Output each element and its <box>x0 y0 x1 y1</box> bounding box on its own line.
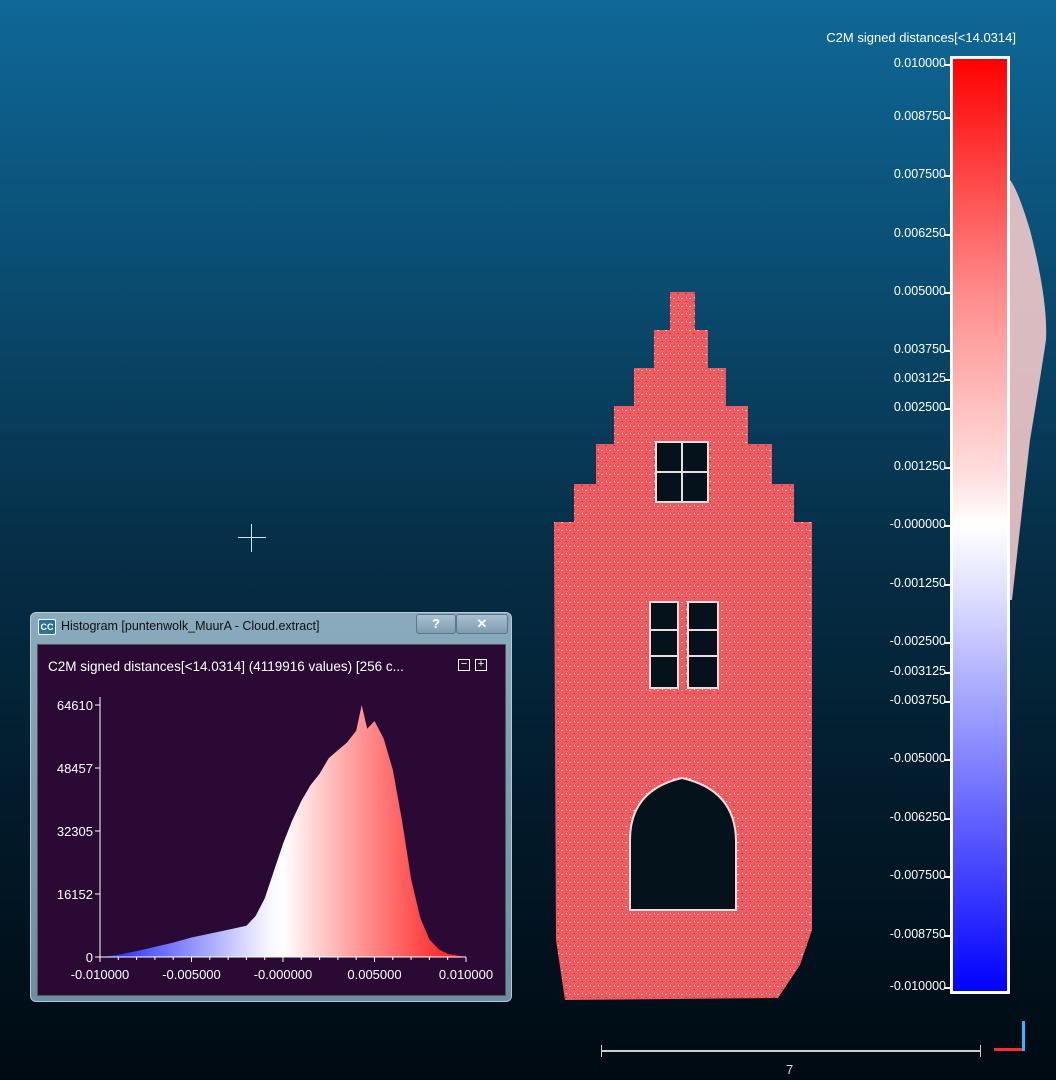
scale-bar-end <box>980 1045 981 1057</box>
scale-label-18: -0.010000 <box>889 979 946 993</box>
zoom-in-icon[interactable]: + <box>475 659 487 671</box>
scale-bar <box>601 1045 981 1057</box>
scale-tick <box>944 350 950 352</box>
scale-label-5: 0.003750 <box>893 342 946 356</box>
histogram-plot-area[interactable]: C2M signed distances[<14.0314] (4119916 … <box>37 644 506 996</box>
scale-label-4: 0.005000 <box>893 284 946 298</box>
scale-tick <box>944 818 950 820</box>
scale-label-8: 0.001250 <box>893 459 946 473</box>
histogram-titlebar[interactable]: CC Histogram [puntenwolk_MuurA - Cloud.e… <box>31 613 511 639</box>
crosshair-cursor-icon <box>238 524 266 552</box>
scale-tick <box>944 759 950 761</box>
scale-tick <box>944 642 950 644</box>
scale-tick <box>944 701 950 703</box>
histogram-area <box>100 705 466 957</box>
scale-tick <box>944 234 950 236</box>
scale-label-12: -0.003125 <box>889 664 946 678</box>
scale-bar-label: 7 <box>786 1062 794 1077</box>
scale-label-9: -0.000000 <box>889 517 946 531</box>
close-button[interactable]: ✕ <box>456 614 508 634</box>
scale-tick <box>944 987 950 989</box>
scale-tick <box>944 379 950 381</box>
scale-label-17: -0.008750 <box>889 927 946 941</box>
histogram-x-tick-label: -0.010000 <box>71 967 130 982</box>
scale-label-2: 0.007500 <box>893 167 946 181</box>
scale-label-7: 0.002500 <box>893 400 946 414</box>
scale-tick <box>944 408 950 410</box>
scale-label-11: -0.002500 <box>889 634 946 648</box>
histogram-y-tick-label: 48457 <box>57 761 93 776</box>
scale-label-6: 0.003125 <box>893 371 946 385</box>
scale-label-16: -0.007500 <box>889 868 946 882</box>
color-scale-bar <box>950 56 1010 994</box>
scale-label-10: -0.001250 <box>889 576 946 590</box>
cloudcompare-app-icon: CC <box>38 619 56 635</box>
scale-label-14: -0.005000 <box>889 751 946 765</box>
scale-label-3: 0.006250 <box>893 226 946 240</box>
histogram-y-tick-label: 16152 <box>57 887 93 902</box>
histogram-x-tick-label: -0.005000 <box>162 967 221 982</box>
scale-tick <box>944 876 950 878</box>
scale-label-1: 0.008750 <box>893 109 946 123</box>
scale-tick <box>944 117 950 119</box>
building-silhouette <box>554 292 812 1000</box>
scale-tick <box>944 672 950 674</box>
scalar-field-title: C2M signed distances[<14.0314] <box>826 30 1016 45</box>
histogram-y-tick-label: 0 <box>86 950 93 965</box>
histogram-window-title: Histogram [puntenwolk_MuurA - Cloud.extr… <box>61 619 320 633</box>
scale-tick <box>944 525 950 527</box>
x-axis-indicator <box>994 1048 1024 1051</box>
scale-label-0: 0.010000 <box>893 56 946 70</box>
histogram-window[interactable]: CC Histogram [puntenwolk_MuurA - Cloud.e… <box>30 612 512 1002</box>
scale-bar-end <box>601 1045 602 1057</box>
scale-tick <box>944 935 950 937</box>
scale-label-13: -0.003750 <box>889 693 946 707</box>
zoom-out-icon[interactable]: − <box>458 659 470 671</box>
scale-tick <box>944 584 950 586</box>
scale-label-15: -0.006250 <box>889 810 946 824</box>
scale-tick <box>944 64 950 66</box>
histogram-chart: 64610 48457 32305 16152 0 -0.010000 -0.005000 -… <box>57 697 493 982</box>
histogram-x-tick-label: 0.005000 <box>347 967 401 982</box>
histogram-x-tick-label: -0.000000 <box>254 967 313 982</box>
histogram-header: C2M signed distances[<14.0314] (4119916 … <box>48 659 404 674</box>
scale-tick <box>944 292 950 294</box>
histogram-x-tick-label: 0.010000 <box>439 967 493 982</box>
scale-tick <box>944 467 950 469</box>
histogram-y-tick-label: 32305 <box>57 824 93 839</box>
scale-tick <box>944 175 950 177</box>
y-axis-indicator <box>1022 1021 1025 1051</box>
help-button[interactable]: ? <box>416 614 456 634</box>
histogram-y-tick-label: 64610 <box>57 698 93 713</box>
